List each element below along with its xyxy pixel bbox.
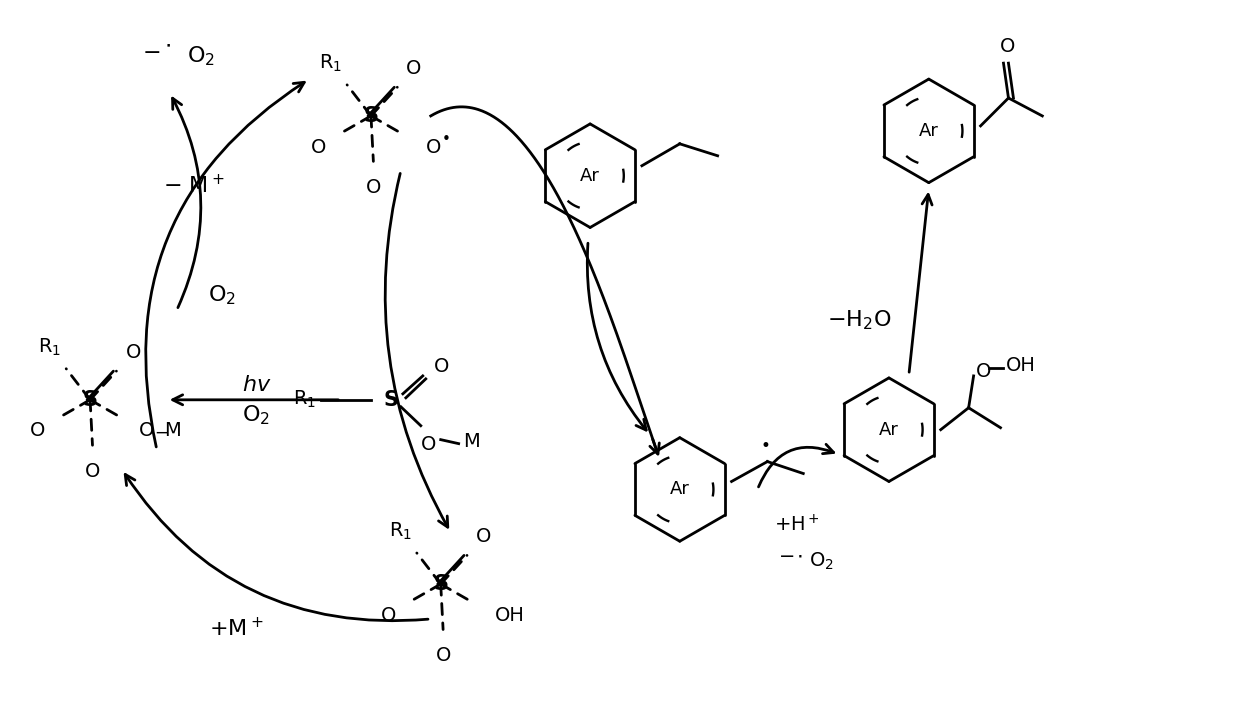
Text: $hv$: $hv$ xyxy=(242,375,272,395)
Text: M: M xyxy=(464,432,480,451)
Text: •: • xyxy=(441,132,450,146)
Text: $-$ M$^+$: $-$ M$^+$ xyxy=(162,174,224,197)
Text: O$_2$: O$_2$ xyxy=(187,44,215,68)
Text: O: O xyxy=(311,137,326,156)
Text: OH: OH xyxy=(1006,356,1035,375)
Text: R$_1$: R$_1$ xyxy=(388,521,412,542)
Text: Ar: Ar xyxy=(670,480,689,498)
Text: O: O xyxy=(407,58,422,77)
Text: M: M xyxy=(165,422,181,441)
Text: O$_2$: O$_2$ xyxy=(243,403,270,427)
Text: S: S xyxy=(383,390,398,410)
Text: $+$M$^+$: $+$M$^+$ xyxy=(210,617,264,641)
Text: R$_1$: R$_1$ xyxy=(319,53,342,74)
Text: O: O xyxy=(139,422,154,441)
Text: R$_1$: R$_1$ xyxy=(293,389,316,410)
Text: O: O xyxy=(435,646,451,665)
Text: $\mathbf{\cdot}$: $\mathbf{\cdot}$ xyxy=(797,550,802,562)
Text: O: O xyxy=(425,137,441,156)
Text: Ar: Ar xyxy=(919,122,939,140)
Text: O: O xyxy=(434,358,449,377)
Text: S: S xyxy=(363,106,378,126)
Text: O: O xyxy=(381,605,396,624)
Text: OH: OH xyxy=(495,605,526,624)
Text: $-$: $-$ xyxy=(777,545,795,564)
Text: −: − xyxy=(155,424,169,442)
Text: $\mathbf{\cdot}$: $\mathbf{\cdot}$ xyxy=(165,37,171,51)
Text: O: O xyxy=(84,462,100,481)
Text: O: O xyxy=(999,37,1016,56)
Text: O: O xyxy=(422,434,436,453)
Text: S: S xyxy=(433,574,448,594)
Text: $-$H$_2$O: $-$H$_2$O xyxy=(827,308,892,332)
Text: O: O xyxy=(976,363,991,382)
Text: O: O xyxy=(476,527,491,546)
Text: O$_2$: O$_2$ xyxy=(207,284,236,307)
Text: S: S xyxy=(83,390,98,410)
Text: R$_1$: R$_1$ xyxy=(38,337,61,358)
Text: •: • xyxy=(760,436,770,455)
Text: O$_2$: O$_2$ xyxy=(810,551,835,572)
Text: $+$H$^+$: $+$H$^+$ xyxy=(774,514,820,535)
Text: O: O xyxy=(125,343,141,361)
Text: O: O xyxy=(30,422,45,441)
Text: Ar: Ar xyxy=(879,421,899,439)
Text: O: O xyxy=(366,178,381,197)
Text: $-$: $-$ xyxy=(141,42,160,61)
Text: Ar: Ar xyxy=(580,167,600,184)
